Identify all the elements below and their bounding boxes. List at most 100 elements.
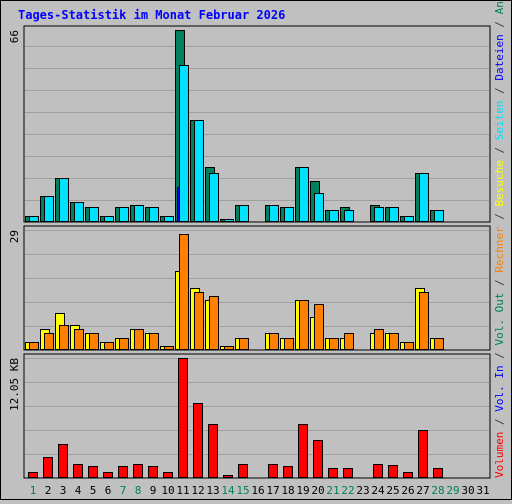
bar-volumen-day-24 [373,464,383,478]
bar-rechner-day-10 [164,346,174,350]
x-tick-label-day-12: 12 [191,484,204,497]
bar-seiten-day-1 [29,216,39,222]
bar-volumen-day-28 [433,468,443,478]
x-tick-label-day-15: 15 [236,484,249,497]
bar-volumen-day-17 [268,464,278,478]
x-tick-label-day-25: 25 [386,484,399,497]
x-tick-label-day-4: 4 [75,484,82,497]
x-tick-label-day-27: 27 [416,484,429,497]
legend-entry: / [493,14,506,34]
bar-volumen-day-11 [178,358,188,478]
bar-volumen-day-15 [238,464,248,478]
panel-middle: 29 [8,225,491,351]
bar-seiten-day-5 [89,207,99,222]
x-tick-label-day-16: 16 [251,484,264,497]
x-tick-label-day-28: 28 [431,484,444,497]
bar-rechner-day-1 [29,342,39,350]
legend-entry: Vol. Out [493,293,506,346]
panel-frame [23,25,491,223]
x-tick-label-day-18: 18 [281,484,294,497]
bar-volumen-day-10 [163,472,173,478]
y-max-label: 66 [8,30,21,43]
bar-rechner-day-17 [269,333,279,350]
bar-volumen-day-12 [193,403,203,478]
bar-rechner-day-7 [119,338,129,350]
bar-volumen-day-5 [88,466,98,478]
bar-seiten-day-7 [119,207,129,222]
bar-seiten-day-28 [434,210,444,222]
x-tick-label-day-26: 26 [401,484,414,497]
bar-rechner-day-3 [59,325,69,350]
bar-rechner-day-12 [194,292,204,350]
x-tick-label-day-1: 1 [30,484,37,497]
bar-rechner-day-20 [314,304,324,350]
x-tick-label-day-8: 8 [135,484,142,497]
bar-volumen-day-7 [118,466,128,478]
panels: 66 29 12.05 KB [8,25,491,479]
bar-rechner-day-4 [74,329,84,350]
x-tick-label-day-30: 30 [461,484,474,497]
x-tick-label-day-13: 13 [206,484,219,497]
x-tick-label-day-19: 19 [296,484,309,497]
bar-rechner-day-15 [239,338,249,350]
bar-rechner-day-28 [434,338,444,350]
x-tick-label-day-20: 20 [311,484,324,497]
bar-seiten-day-14 [224,219,234,222]
bar-seiten-day-11 [179,65,189,222]
x-tick-label-day-9: 9 [150,484,157,497]
bar-volumen-day-9 [148,466,158,478]
bar-seiten-day-18 [284,207,294,222]
x-tick-label-day-23: 23 [356,484,369,497]
legend-entry: / [493,412,506,432]
x-tick-label-day-29: 29 [446,484,459,497]
x-tick-label-day-6: 6 [105,484,112,497]
bar-seiten-day-12 [194,120,204,222]
bar-volumen-day-26 [403,472,413,478]
bar-seiten-day-3 [59,178,69,222]
x-tick-label-day-22: 22 [341,484,354,497]
bar-rechner-day-13 [209,296,219,350]
bar-volumen-day-8 [133,464,143,478]
bar-volumen-day-21 [328,468,338,478]
bar-seiten-day-26 [404,216,414,222]
bar-seiten-day-2 [44,196,54,222]
legend-entry: Dateien [493,34,506,80]
bar-seiten-day-24 [374,207,384,222]
x-tick-label-day-14: 14 [221,484,235,497]
bar-rechner-day-8 [134,329,144,350]
legend-entry: Volumen [493,432,506,478]
bar-rechner-day-21 [329,338,339,350]
bar-volumen-day-22 [343,468,353,478]
panel-bottom: 12.05 KB [8,353,491,479]
bar-rechner-day-25 [389,333,399,350]
bar-seiten-day-17 [269,205,279,222]
legend-entry: Anfragen [493,0,506,14]
panel-frame [23,353,491,479]
bar-volumen-day-4 [73,464,83,478]
bar-rechner-day-9 [149,333,159,350]
right-legend-text: Volumen / Vol. In / Vol. Out / Rechner /… [493,0,506,478]
x-tick-label-day-24: 24 [371,484,385,497]
x-tick-label-day-5: 5 [90,484,97,497]
bar-volumen-day-20 [313,440,323,478]
legend-entry: Vol. In [493,365,506,411]
legend-entry: / [493,81,506,101]
bar-rechner-day-19 [299,300,309,350]
legend-entry: / [493,273,506,293]
bar-seiten-day-25 [389,207,399,222]
bar-seiten-day-19 [299,167,309,222]
legend-entry: Rechner [493,226,506,273]
bar-rechner-day-14 [224,346,234,350]
bar-volumen-day-14 [223,475,233,478]
x-tick-label-day-3: 3 [60,484,67,497]
bar-seiten-day-21 [329,210,339,222]
legend-entry: / [493,206,506,226]
bar-rechner-day-22 [344,333,354,350]
x-tick-label-day-10: 10 [161,484,174,497]
x-tick-label-day-2: 2 [45,484,52,497]
bar-volumen-day-1 [28,472,38,478]
legend-entry: Seiten [493,100,506,140]
bar-rechner-day-27 [419,292,429,350]
